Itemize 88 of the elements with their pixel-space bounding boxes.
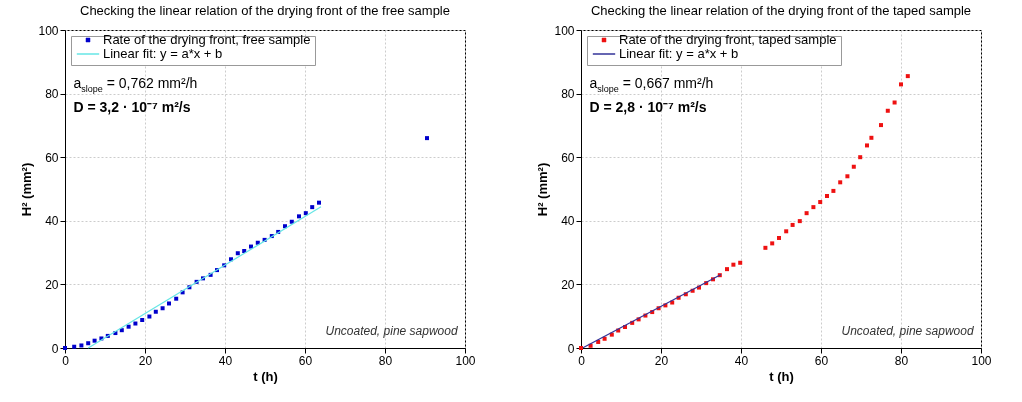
point	[160, 306, 165, 311]
x-tick-label: 80	[378, 353, 393, 368]
point	[885, 108, 890, 113]
point	[858, 155, 863, 160]
legend-label: Linear fit: y = a*x + b	[103, 46, 223, 61]
y-tick-label: 60	[561, 150, 575, 165]
point	[845, 174, 850, 179]
x-tick-label: 100	[455, 353, 476, 368]
x-tick-label: 20	[654, 353, 669, 368]
point	[831, 188, 836, 193]
point	[865, 143, 869, 148]
point	[851, 164, 856, 169]
point	[317, 200, 321, 205]
point	[92, 338, 97, 343]
point	[777, 235, 781, 240]
x-tick-label: 80	[894, 353, 909, 368]
x-tick-label: 100	[971, 353, 992, 368]
y-tick-label: 40	[45, 214, 59, 229]
point	[153, 309, 158, 314]
point	[905, 74, 910, 79]
point	[869, 135, 874, 140]
x-tick-label: 40	[218, 353, 233, 368]
point	[425, 136, 429, 141]
y-tick-label: 60	[45, 150, 59, 165]
y-tick-label: 20	[45, 277, 59, 292]
legend-label: Rate of the drying front, taped sample	[619, 32, 837, 47]
point	[609, 332, 614, 337]
point	[670, 300, 675, 305]
point	[825, 194, 829, 198]
point	[763, 245, 768, 250]
point	[784, 229, 789, 234]
point	[167, 301, 171, 306]
point	[731, 262, 736, 267]
annotation: Uncoated, pine sapwood	[841, 322, 974, 339]
point	[147, 314, 152, 319]
legend-label: Linear fit: y = a*x + b	[619, 46, 739, 61]
y-tick-label: 80	[45, 87, 59, 102]
x-tick-label: 60	[298, 353, 313, 368]
annotation: D = 2,8 · 10⁻⁷ m²/s	[589, 98, 707, 115]
x-axis-title: t (h)	[769, 368, 794, 384]
point	[899, 82, 903, 87]
y-tick-label: 100	[554, 23, 575, 38]
point	[72, 344, 77, 349]
chart-title: Checking the linear relation of the drying front of the taped sample	[590, 3, 972, 18]
point	[86, 341, 91, 346]
chart-title: Checking the linear relation of the drying front of the free sample	[80, 3, 450, 18]
y-tick-label: 0	[567, 341, 575, 356]
point	[725, 267, 729, 272]
x-tick-label: 20	[138, 353, 153, 368]
annotation: a$_{slope}$ = 0,667 mm²/h	[589, 74, 714, 96]
y-tick-label: 40	[561, 214, 575, 229]
y-tick-label: 20	[561, 277, 575, 292]
point	[140, 318, 145, 323]
point	[133, 321, 138, 326]
x-axis-title: t (h)	[253, 368, 278, 384]
annotation: Uncoated, pine sapwood	[325, 322, 458, 339]
point	[797, 219, 802, 224]
y-axis-title: H² (mm²)	[19, 162, 35, 217]
point	[79, 343, 84, 348]
point	[235, 251, 240, 256]
annotation: a$_{slope}$ = 0,762 mm²/h	[73, 74, 198, 96]
x-tick-label: 40	[734, 353, 749, 368]
y-tick-label: 100	[38, 23, 59, 38]
point	[811, 205, 816, 210]
point	[310, 205, 315, 210]
y-axis-title: H² (mm²)	[535, 162, 551, 217]
point	[892, 100, 897, 105]
point	[588, 343, 593, 348]
point	[297, 214, 301, 219]
point	[838, 180, 843, 185]
annotation: D = 3,2 · 10⁻⁷ m²/s	[73, 98, 191, 115]
point	[126, 324, 131, 329]
point	[738, 260, 743, 265]
y-tick-label: 80	[561, 87, 575, 102]
legend-label: Rate of the drying front, free sample	[103, 32, 311, 47]
x-tick-label: 0	[62, 353, 70, 368]
point	[174, 296, 179, 301]
point	[303, 211, 308, 216]
point	[879, 123, 883, 128]
point	[283, 224, 287, 229]
x-tick-label: 60	[814, 353, 829, 368]
point	[770, 241, 775, 246]
point	[790, 222, 795, 227]
x-tick-label: 0	[578, 353, 586, 368]
point	[602, 336, 607, 341]
y-tick-label: 0	[51, 341, 59, 356]
point	[818, 200, 823, 205]
point	[804, 211, 809, 216]
